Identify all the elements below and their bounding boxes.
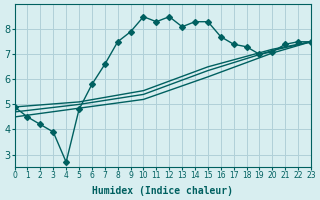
X-axis label: Humidex (Indice chaleur): Humidex (Indice chaleur) bbox=[92, 186, 233, 196]
